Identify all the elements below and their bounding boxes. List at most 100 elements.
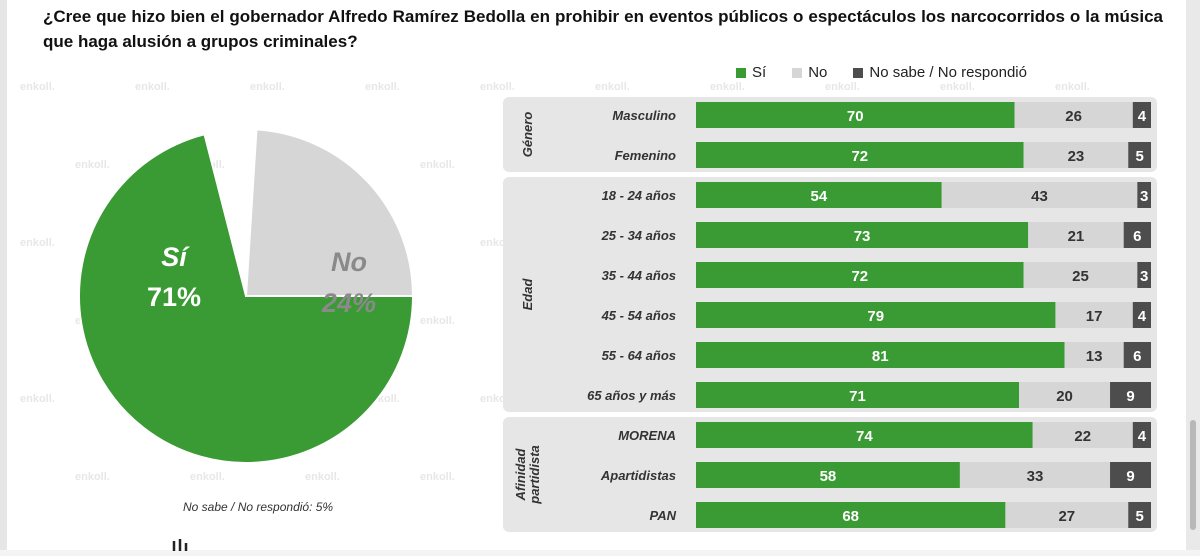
row-label: 25 - 34 años bbox=[601, 228, 676, 243]
bar-segment-no bbox=[1005, 502, 1129, 528]
bar-value-ns: 9 bbox=[1126, 388, 1134, 405]
group-label-text: Afinidad bbox=[513, 447, 528, 501]
brand-logo-icon bbox=[170, 538, 200, 551]
bar-segment-ns bbox=[1132, 102, 1151, 128]
legend-item-ns: No sabe / No respondió bbox=[853, 64, 1027, 81]
bar-segment-no bbox=[1064, 342, 1124, 368]
legend-swatch-ns bbox=[853, 67, 864, 78]
bar-value-ns: 3 bbox=[1140, 268, 1148, 285]
bar-segment-ns bbox=[1123, 342, 1151, 368]
bar-segment-ns bbox=[1132, 422, 1151, 448]
bar-value-ns: 4 bbox=[1138, 428, 1147, 445]
legend: Sí No No sabe / No respondió bbox=[736, 64, 1053, 81]
legend-label-no: No bbox=[808, 64, 828, 81]
bar-segment-si bbox=[696, 222, 1029, 248]
left-edge bbox=[0, 0, 7, 550]
bar-segment-ns bbox=[1137, 262, 1151, 288]
bar-segment-no bbox=[1032, 422, 1133, 448]
pie-slice-no bbox=[244, 128, 415, 297]
question-title: ¿Cree que hizo bien el gobernador Alfred… bbox=[43, 7, 1163, 51]
bar-segment-si bbox=[696, 342, 1065, 368]
bar-segment-si bbox=[696, 182, 942, 208]
bar-value-ns: 9 bbox=[1126, 468, 1134, 485]
bar-segment-no bbox=[959, 462, 1111, 488]
bar-segment-si bbox=[696, 142, 1024, 168]
bar-value-no: 23 bbox=[1068, 148, 1085, 165]
bar-value-no: 20 bbox=[1056, 388, 1073, 405]
bar-segment-no bbox=[1055, 302, 1133, 328]
bar-value-no: 17 bbox=[1086, 308, 1103, 325]
bar-value-no: 33 bbox=[1027, 468, 1044, 485]
scrollbar-thumb[interactable] bbox=[1190, 420, 1196, 530]
bar-value-ns: 4 bbox=[1138, 308, 1147, 325]
pie-label-si: Sí bbox=[161, 242, 190, 272]
bar-value-si: 73 bbox=[854, 228, 871, 245]
bar-segment-si bbox=[696, 302, 1056, 328]
bar-value-no: 25 bbox=[1072, 268, 1089, 285]
scrollbar[interactable] bbox=[1186, 0, 1200, 550]
bar-value-si: 74 bbox=[856, 428, 873, 445]
stacked-bar-chart: Género Edad Afinidad partidista Masculino 70 2… bbox=[503, 97, 1157, 532]
bar-segment-no bbox=[1014, 102, 1133, 128]
row-label: MORENA bbox=[618, 428, 676, 443]
pie-value-no: 24% bbox=[321, 288, 376, 318]
bar-value-ns: 6 bbox=[1133, 348, 1141, 365]
group-label-text: Género bbox=[520, 112, 535, 158]
bar-value-no: 13 bbox=[1086, 348, 1103, 365]
row-label: 18 - 24 años bbox=[602, 188, 676, 203]
bar-value-ns: 5 bbox=[1135, 148, 1143, 165]
pie-chart: Sí 71% No 24% bbox=[78, 128, 415, 464]
bar-segment-ns bbox=[1110, 462, 1151, 488]
bar-value-si: 54 bbox=[811, 188, 828, 205]
group-label-text: Edad bbox=[520, 278, 535, 311]
legend-swatch-no bbox=[792, 67, 803, 78]
bar-value-si: 70 bbox=[847, 108, 864, 125]
row-label: Femenino bbox=[615, 148, 676, 163]
bar-segment-ns bbox=[1132, 302, 1151, 328]
row-label: PAN bbox=[650, 508, 677, 523]
bar-value-si: 68 bbox=[842, 508, 859, 525]
bar-segment-ns bbox=[1128, 502, 1151, 528]
legend-item-si: Sí bbox=[736, 64, 766, 81]
bar-value-ns: 4 bbox=[1138, 108, 1147, 125]
panel-1 bbox=[503, 177, 1157, 412]
row-label: Apartidistas bbox=[600, 468, 676, 483]
bar-value-si: 71 bbox=[849, 388, 866, 405]
bar-segment-no bbox=[1023, 262, 1138, 288]
bar-segment-ns bbox=[1137, 182, 1151, 208]
bar-segment-si bbox=[696, 462, 960, 488]
bar-value-si: 58 bbox=[820, 468, 837, 485]
group-label-text: partidista bbox=[527, 445, 542, 505]
bar-segment-si bbox=[696, 422, 1033, 448]
row-label: Masculino bbox=[612, 108, 676, 123]
bar-segment-si bbox=[696, 502, 1006, 528]
pie-footnote: No sabe / No respondió: 5% bbox=[183, 500, 334, 514]
row-label: 55 - 64 años bbox=[602, 348, 676, 363]
bar-segment-si bbox=[696, 262, 1024, 288]
row-label: 45 - 54 años bbox=[601, 308, 676, 323]
bar-segment-ns bbox=[1128, 142, 1151, 168]
legend-label-si: Sí bbox=[752, 64, 767, 81]
group-label-2: Afinidad partidista bbox=[513, 445, 542, 505]
bar-value-no: 27 bbox=[1058, 508, 1075, 525]
bar-segment-no bbox=[941, 182, 1138, 208]
bar-value-no: 26 bbox=[1065, 108, 1082, 125]
legend-label-ns: No sabe / No respondió bbox=[869, 64, 1027, 81]
bar-segment-si bbox=[696, 102, 1015, 128]
bar-value-ns: 6 bbox=[1133, 228, 1141, 245]
bar-value-no: 22 bbox=[1074, 428, 1091, 445]
legend-item-no: No bbox=[792, 64, 827, 81]
bar-value-ns: 3 bbox=[1140, 188, 1148, 205]
pie-slice-si bbox=[78, 133, 415, 464]
bar-value-si: 81 bbox=[872, 348, 889, 365]
group-label-0: Género bbox=[520, 112, 535, 158]
bar-segment-si bbox=[696, 382, 1020, 408]
group-label-1: Edad bbox=[520, 278, 535, 311]
bar-segment-no bbox=[1028, 222, 1124, 248]
pie-label-no: No bbox=[331, 247, 367, 277]
bar-segment-no bbox=[1023, 142, 1129, 168]
bar-segment-ns bbox=[1110, 382, 1151, 408]
legend-swatch-si bbox=[736, 67, 746, 78]
row-label: 65 años y más bbox=[587, 388, 676, 403]
bar-value-si: 72 bbox=[851, 268, 868, 285]
